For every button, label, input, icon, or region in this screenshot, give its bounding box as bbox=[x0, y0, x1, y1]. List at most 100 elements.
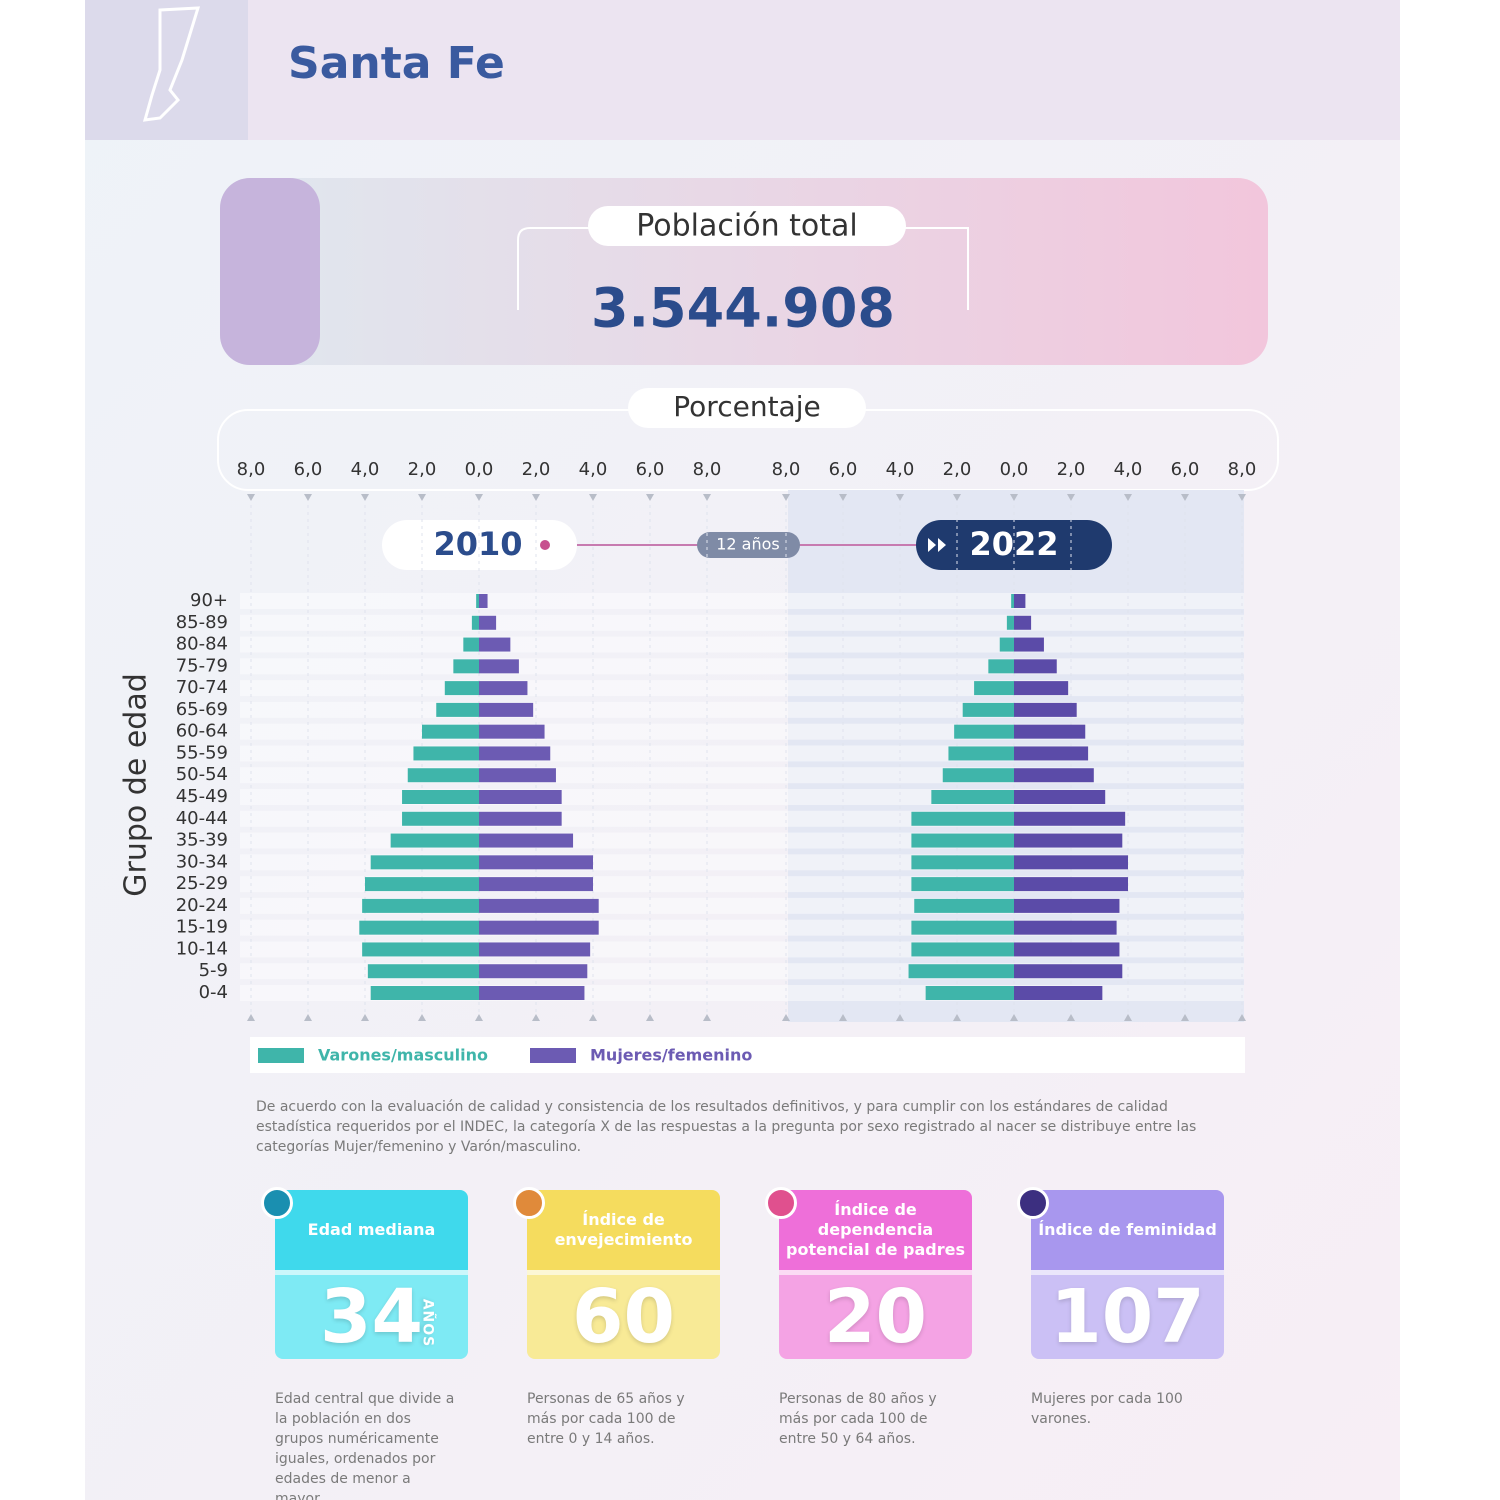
interval: 12 años bbox=[716, 535, 780, 554]
tick-mark bbox=[1010, 494, 1018, 501]
y-tick-label: 75-79 bbox=[176, 655, 228, 676]
x-tick-label: 8,0 bbox=[772, 459, 801, 480]
bar bbox=[1014, 724, 1086, 739]
footnote: De acuerdo con la evaluación de calidad … bbox=[256, 1099, 1197, 1155]
indicator-value: 34 bbox=[320, 1274, 423, 1360]
bar bbox=[413, 746, 479, 761]
bar bbox=[1014, 877, 1128, 892]
tick-mark bbox=[247, 1014, 255, 1021]
indicator-unit: AÑOS bbox=[419, 1298, 436, 1348]
header-band bbox=[85, 0, 1400, 140]
tick-mark bbox=[1181, 494, 1189, 501]
indicator-title: Índice de feminidad bbox=[1031, 1190, 1224, 1270]
bar bbox=[911, 877, 1014, 892]
y-tick-label: 30-34 bbox=[176, 851, 228, 872]
bar bbox=[436, 702, 479, 717]
bar bbox=[370, 855, 479, 870]
bar bbox=[1014, 615, 1032, 630]
x-tick-label: 6,0 bbox=[829, 459, 858, 480]
bar bbox=[453, 659, 479, 674]
tick-mark bbox=[953, 1014, 961, 1021]
bar bbox=[1014, 659, 1057, 674]
x-tick-label: 6,0 bbox=[294, 459, 323, 480]
bar bbox=[1014, 986, 1103, 1000]
timeline-dot bbox=[540, 540, 550, 550]
bar bbox=[359, 920, 479, 935]
bar bbox=[911, 811, 1014, 826]
indicator-description: Personas de 65 años y más por cada 100 d… bbox=[527, 1391, 685, 1447]
tick-mark bbox=[703, 494, 711, 501]
tick-mark bbox=[703, 1014, 711, 1021]
indicator-value-box: 107 bbox=[1031, 1270, 1224, 1360]
y-tick-label: 70-74 bbox=[176, 677, 228, 698]
y-tick-label: 25-29 bbox=[176, 873, 228, 894]
tick-mark bbox=[1238, 494, 1246, 501]
bar bbox=[479, 746, 551, 761]
tick-mark bbox=[475, 494, 483, 501]
tick-mark bbox=[1067, 1014, 1075, 1021]
y-tick-label: 10-14 bbox=[176, 938, 228, 959]
y-tick-label: 80-84 bbox=[176, 634, 228, 655]
y-tick-label: 45-49 bbox=[176, 786, 228, 807]
x-tick-label: 8,0 bbox=[693, 459, 722, 480]
bar bbox=[931, 790, 1014, 804]
x-tick-label: 4,0 bbox=[579, 459, 608, 480]
x-tick-label: 4,0 bbox=[886, 459, 915, 480]
indicator-title: Índice de envejecimiento bbox=[527, 1190, 720, 1270]
x-tick-label: 2,0 bbox=[1057, 459, 1086, 480]
row-stripe bbox=[240, 745, 1244, 762]
x-tick-label: 8,0 bbox=[1228, 459, 1257, 480]
axis-title-pill bbox=[628, 388, 866, 428]
tick-mark bbox=[896, 1014, 904, 1021]
y-tick-label: 20-24 bbox=[176, 895, 228, 916]
bar bbox=[1014, 702, 1077, 717]
indicator-value: 60 bbox=[572, 1274, 675, 1360]
year-pill bbox=[916, 520, 1112, 570]
legend-label: Varones/masculino bbox=[318, 1046, 488, 1065]
indicator-dot bbox=[765, 1187, 797, 1219]
indicator-value-box: 34 AÑOS bbox=[275, 1270, 468, 1360]
bar bbox=[479, 986, 585, 1000]
bar bbox=[908, 964, 1014, 979]
bar bbox=[954, 724, 1014, 739]
indicator-title: Índice de dependencia potencial de padre… bbox=[779, 1190, 972, 1270]
y-tick-label: 85-89 bbox=[176, 612, 228, 633]
bar bbox=[479, 811, 562, 826]
indicator-dot bbox=[261, 1187, 293, 1219]
year-label: 2022 bbox=[969, 525, 1058, 563]
indicator-card: Índice de envejecimiento 60 Personas de 65… bbox=[513, 1187, 720, 1449]
tick-mark bbox=[589, 1014, 597, 1021]
bar bbox=[390, 833, 479, 848]
y-tick-label: 60-64 bbox=[176, 721, 228, 742]
tick-mark bbox=[646, 494, 654, 501]
row-stripe bbox=[240, 658, 1244, 675]
indicator-title: Edad mediana bbox=[275, 1190, 468, 1270]
tick-mark bbox=[1181, 1014, 1189, 1021]
axis-title: Porcentaje bbox=[673, 390, 820, 423]
bar bbox=[1014, 920, 1117, 935]
bar bbox=[444, 681, 479, 696]
header-icon-bg bbox=[85, 0, 248, 140]
indicator-dot bbox=[1017, 1187, 1049, 1219]
bar bbox=[479, 790, 562, 804]
bar bbox=[1014, 833, 1123, 848]
y-tick-label: 5-9 bbox=[199, 960, 228, 981]
bar bbox=[1014, 898, 1120, 913]
tick-mark bbox=[839, 494, 847, 501]
y-tick-label: 55-59 bbox=[176, 742, 228, 763]
x-tick-label: 8,0 bbox=[237, 459, 266, 480]
tick-mark bbox=[532, 1014, 540, 1021]
bar bbox=[911, 920, 1014, 935]
bar bbox=[988, 659, 1014, 674]
total-box bbox=[220, 178, 1268, 365]
bar bbox=[476, 594, 479, 608]
y-tick-label: 50-54 bbox=[176, 764, 228, 785]
x-tick-label: 4,0 bbox=[1114, 459, 1143, 480]
tick-mark bbox=[839, 1014, 847, 1021]
bar bbox=[479, 594, 488, 608]
x-tick-label: 0,0 bbox=[465, 459, 494, 480]
y-tick-label: 0-4 bbox=[199, 982, 228, 1003]
row-stripe bbox=[240, 701, 1244, 718]
